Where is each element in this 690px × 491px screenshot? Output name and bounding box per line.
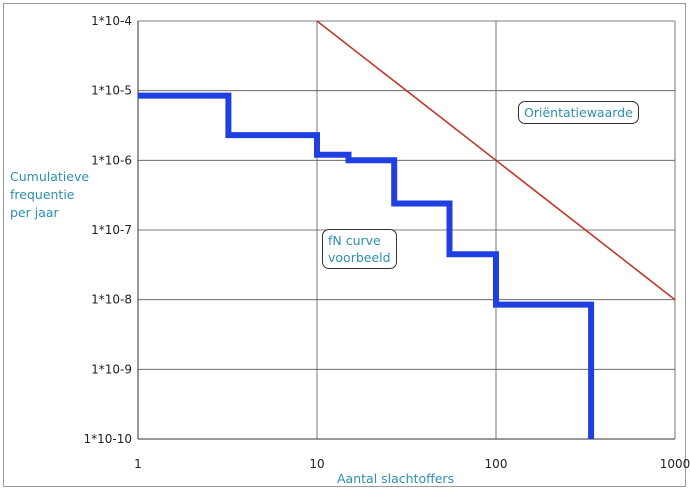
x-tick-label: 100: [485, 457, 508, 471]
y-axis-label-line-1: Cumulatieve: [10, 169, 90, 184]
x-tick-label: 1: [134, 457, 142, 471]
orientatiewaarde-callout: Oriëntatiewaarde: [518, 101, 639, 124]
y-tick-label: 1*10-7: [91, 223, 132, 237]
x-axis-title: Aantal slachtoffers: [337, 471, 455, 486]
orientatiewaarde-callout-text: Oriëntatiewaarde: [524, 105, 633, 120]
y-tick-label: 1*10-8: [91, 293, 132, 307]
orientatiewaarde-line: [316, 20, 676, 301]
fn-curve-callout: fN curve voorbeeld: [322, 229, 397, 269]
y-tick-label: 1*10-6: [91, 153, 132, 167]
x-tick-label: 1000: [660, 457, 690, 471]
y-tick-label: 1*10-4: [91, 14, 132, 28]
fn-curve-callout-line-2: voorbeeld: [328, 250, 391, 265]
y-tick-label: 1*10-10: [83, 432, 132, 446]
y-tick-label: 1*10-5: [91, 84, 132, 98]
fn-curve-callout-line-1: fN curve: [328, 233, 381, 248]
x-tick-label: 10: [309, 457, 324, 471]
y-axis-label-line-2: frequentie: [10, 187, 75, 202]
fn-curve-series: [138, 92, 595, 439]
y-axis-label-line-3: per jaar: [10, 205, 59, 220]
y-tick-label: 1*10-9: [91, 362, 132, 376]
